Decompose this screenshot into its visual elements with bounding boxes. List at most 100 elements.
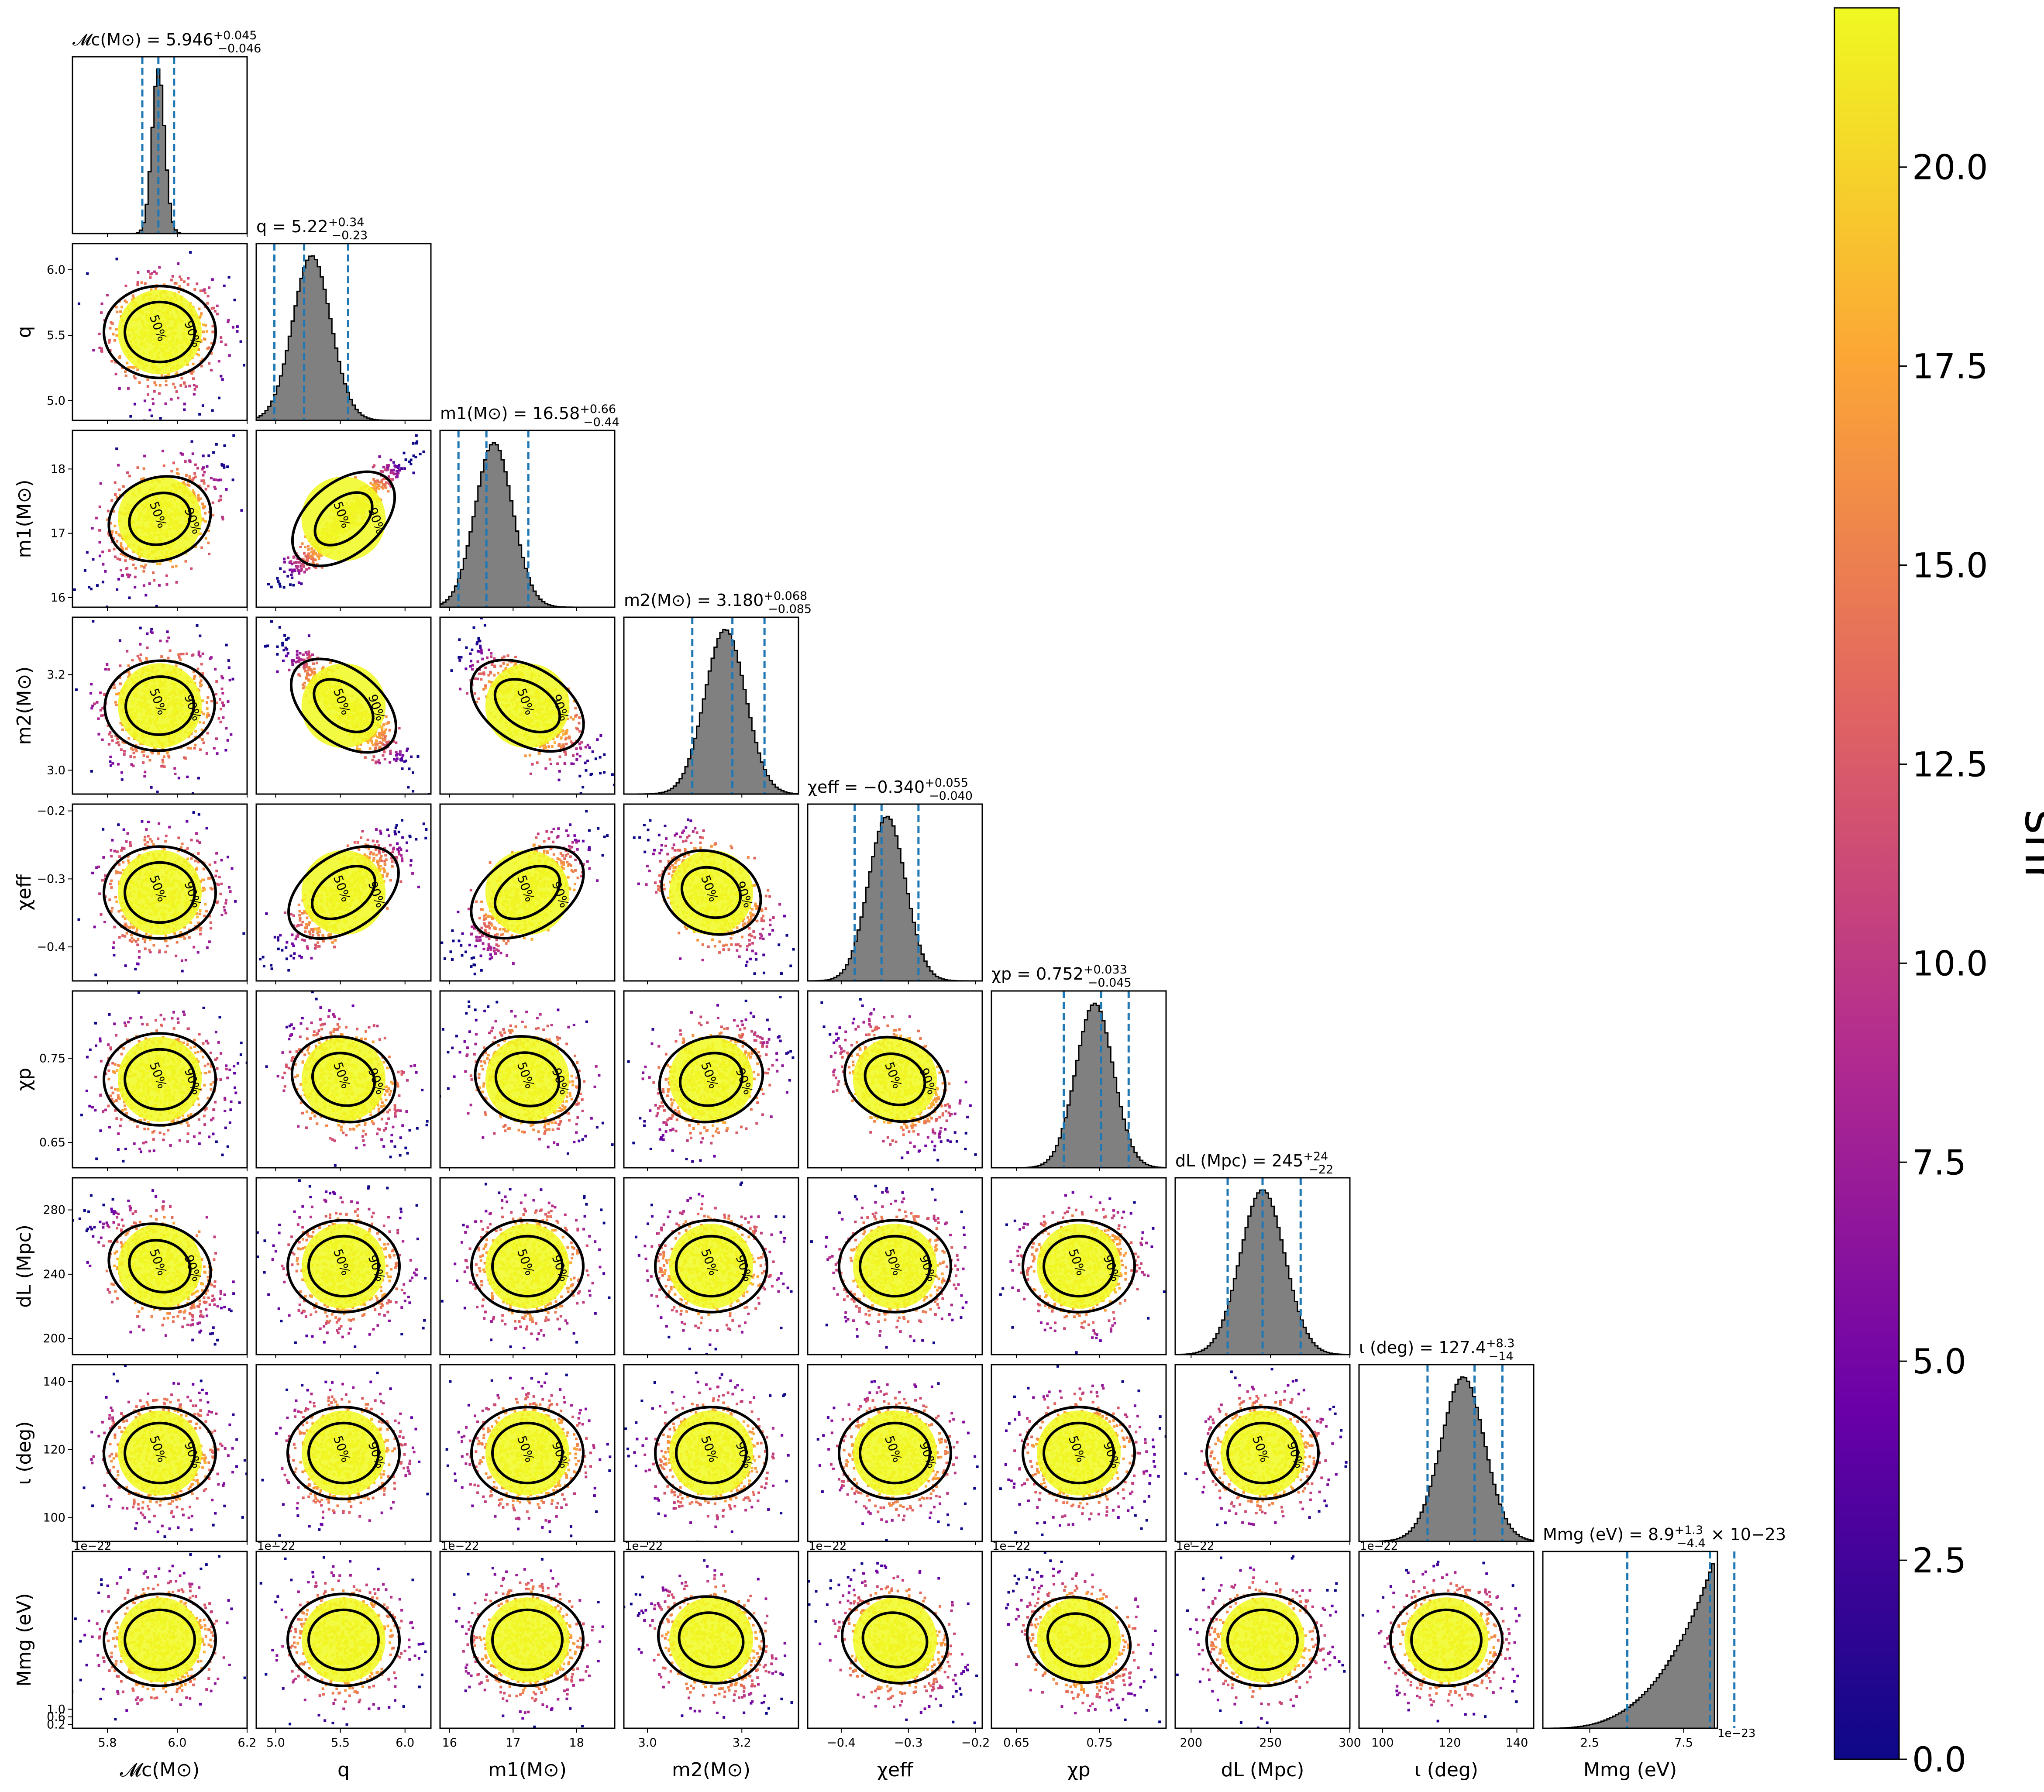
colorbar-tick-label: 5.0 [1912,1342,1966,1382]
x-tick-label: 3.0 [638,1736,657,1750]
contour-50 [678,1052,744,1107]
panel-frame [72,243,248,421]
contour-50 [494,1051,561,1108]
scatter-panel-Mmg-vs-chi_eff: −0.4 −0.3 −0.2 χeff 1e−22 [807,1540,990,1781]
high-snr-core [669,1224,753,1309]
contour-90 [657,1595,765,1685]
y-offset-text: 1e−22 [257,1540,295,1553]
y-tick-label: −0.3 [37,872,65,886]
y-tick-label: 6.0 [47,263,65,277]
y-tick-label: 3.2 [47,668,65,681]
contour-90 [660,849,762,936]
panel-frame [439,1364,616,1542]
y-tick-label: 200 [43,1332,65,1345]
colorbar-tick-label: 0.0 [1912,1740,1966,1780]
panel-frame [807,803,983,982]
contour-50 [675,1421,747,1485]
scatter-points [808,1562,978,1724]
contour-50 [861,1611,929,1668]
scatter-panel-m2-vs-m1: 50% 90% [439,616,616,798]
panel-title-dL: dL (Mpc) = 245+24 −22 [1175,1150,1333,1176]
x-tick-label: −0.2 [961,1736,990,1750]
panel-frame [255,1551,432,1729]
x-tick-label: 7.5 [1674,1736,1693,1750]
scatter-points [624,1559,793,1719]
contour-50 [493,678,561,734]
x-tick-label: 0.75 [1087,1736,1113,1750]
histogram-panel-chi_eff: χeff = −0.340+0.055 −0.040 [807,776,983,984]
contour-50 [1043,1235,1115,1298]
panel-frame [1174,1177,1351,1355]
contour-50 [313,491,374,547]
scatter-panel-Mmg-vs-iota: 100 120 140 ι (deg) 1e−22 [1358,1540,1535,1781]
x-axis-label-chi_eff: χeff [877,1759,914,1781]
x-axis-label-Mmg: Mmg (eV) [1583,1759,1677,1781]
panel-frame [1174,1364,1351,1542]
scatter-points [440,810,609,976]
y-axis-label-dL: dL (Mpc) [13,1224,35,1308]
contour-90 [838,1406,952,1500]
contour-50 [864,1052,926,1107]
contour-50 [491,1235,564,1298]
panel-frame [807,1364,983,1542]
high-snr-core [853,1410,937,1496]
x-tick-label: 5.5 [331,1736,350,1750]
x-tick-label: 6.0 [396,1736,414,1750]
histogram-bars-m2 [624,629,799,795]
high-snr-core [118,289,202,375]
histogram-panel-iota: ι (deg) = 127.4+8.3 −14 [1358,1337,1535,1545]
panel-frame [72,616,248,795]
contour-50 [1410,1608,1483,1672]
scatter-points [999,1191,1166,1354]
contour-50 [311,1052,376,1107]
contour-50 [124,1608,196,1672]
contour-90 [289,657,398,754]
scatter-panel-dL-vs-q: 50% 90% [255,1177,432,1358]
y-offset-text: 1e−22 [441,1540,479,1553]
contour-50 [1046,1612,1111,1668]
scatter-points [259,1556,427,1726]
scatter-points [999,1365,1166,1536]
contour-50 [491,1608,564,1672]
contour-50 [124,300,196,364]
high-snr-core [118,1037,202,1122]
scatter-panel-Mmg-vs-Mc: 5.8 6.0 6.2 𝓜c(M⊙) 0.20.61.0 Mmg (eV) 1e−22 [13,1540,256,1781]
contour-90 [470,1219,585,1314]
y-tick-label: 140 [43,1375,65,1389]
high-snr-core [1404,1597,1488,1682]
panel-title-m2: m2(M⊙) = 3.180+0.068 −0.085 [624,589,812,616]
y-tick-label: 0.65 [39,1136,65,1149]
scatter-panel-m2-vs-Mc: 50% 90%3.03.2m2(M⊙) [13,616,248,798]
contour-50 [307,1235,380,1298]
scatter-points [256,1179,427,1348]
scatter-points [1184,1368,1348,1527]
high-snr-core [118,850,202,935]
contour-90 [654,1219,768,1314]
panel-frame [807,990,983,1169]
contour-90 [474,1035,581,1124]
scatter-points [810,1184,982,1349]
panel-frame [255,1177,432,1355]
high-snr-core [302,1410,385,1496]
contour-50 [859,1235,931,1298]
y-tick-label: 1.0 [47,1703,65,1716]
contour-50 [678,1611,745,1668]
scatter-points [820,998,977,1162]
y-offset-text: 1e−22 [1360,1540,1398,1553]
contour-50 [124,675,195,736]
panel-frame [623,1364,799,1542]
colorbar-gradient [1834,7,1900,1760]
panel-frame [255,990,432,1169]
contour-90 [290,1035,397,1124]
panel-frame [439,990,616,1169]
contour-90 [103,845,217,940]
x-axis-label-m2: m2(M⊙) [672,1759,750,1781]
contour-90 [286,1406,401,1500]
contour-90 [287,845,400,940]
high-snr-core [485,663,570,748]
panel-frame [439,1551,616,1729]
high-snr-core [669,1410,753,1496]
